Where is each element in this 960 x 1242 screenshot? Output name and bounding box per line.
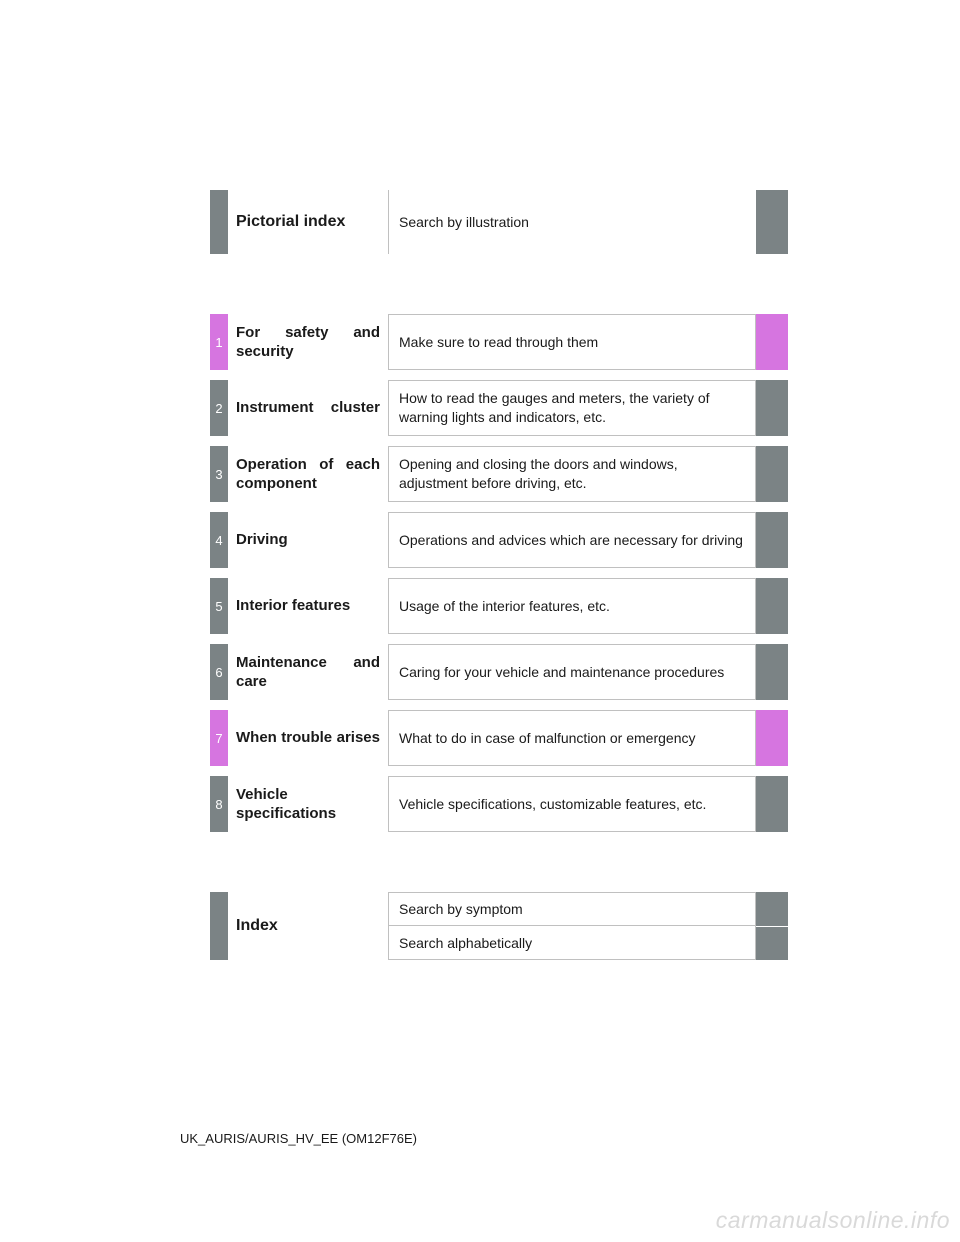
section-desc-cell: How to read the gauges and meters, the v…	[388, 380, 756, 436]
section-title-cell: Driving	[228, 512, 388, 568]
section-right-tab	[756, 710, 788, 766]
section-number-tab: 1	[210, 314, 228, 370]
section-title-cell: Interior features	[228, 578, 388, 634]
index-title-cell: Index	[228, 892, 388, 960]
section-desc: Operations and advices which are necessa…	[399, 531, 743, 550]
section-number-tab: 2	[210, 380, 228, 436]
page: Pictorial index Search by illustration 1…	[0, 0, 960, 1242]
section-title: Interior features	[236, 596, 380, 616]
section-title-cell: Operation of each component	[228, 446, 388, 502]
pictorial-right-tab	[756, 190, 788, 254]
section-row-8: 8Vehicle specifications Vehicle specifica…	[210, 776, 788, 832]
section-desc: Caring for your vehicle and maintenance …	[399, 663, 724, 682]
section-right-tab	[756, 644, 788, 700]
pictorial-desc: Search by illustration	[399, 214, 529, 230]
pictorial-left-tab	[210, 190, 228, 254]
index-right-tab-0	[756, 892, 788, 926]
watermark-text: carmanualsonline.info	[716, 1207, 950, 1234]
section-number-tab: 6	[210, 644, 228, 700]
index-desc-1: Search alphabetically	[388, 926, 756, 960]
section-number-tab: 8	[210, 776, 228, 832]
section-desc-cell: Usage of the interior features, etc.	[388, 578, 756, 634]
section-desc-cell: Operations and advices which are necessa…	[388, 512, 756, 568]
section-row-7: 7 When trouble arises What to do in case o…	[210, 710, 788, 766]
section-title: Maintenance and care	[236, 653, 380, 692]
section-title: Driving	[236, 530, 380, 550]
section-desc-cell: Make sure to read through them	[388, 314, 756, 370]
section-desc: What to do in case of malfunction or eme…	[399, 729, 695, 748]
section-right-tab	[756, 446, 788, 502]
section-desc: Vehicle specifications, customizable fea…	[399, 795, 706, 814]
section-title-cell: Maintenance and care	[228, 644, 388, 700]
pictorial-group: Pictorial index Search by illustration	[210, 190, 788, 254]
section-desc-cell: Vehicle specifications, customizable fea…	[388, 776, 756, 832]
section-title: Operation of each component	[236, 455, 380, 494]
section-number-tab: 5	[210, 578, 228, 634]
index-desc-1-text: Search alphabetically	[399, 935, 532, 951]
section-title: When trouble arises	[236, 728, 380, 748]
index-right-tabs	[756, 892, 788, 960]
section-right-tab	[756, 776, 788, 832]
section-row-3: 3Operation of each component Opening and …	[210, 446, 788, 502]
section-desc: Make sure to read through them	[399, 333, 598, 352]
section-right-tab	[756, 314, 788, 370]
pictorial-desc-cell: Search by illustration	[388, 190, 756, 254]
section-right-tab	[756, 512, 788, 568]
section-right-tab	[756, 578, 788, 634]
section-number-tab: 3	[210, 446, 228, 502]
section-row-5: 5 Interior features Usage of the interior …	[210, 578, 788, 634]
section-title-cell: Vehicle specifications	[228, 776, 388, 832]
section-desc: Usage of the interior features, etc.	[399, 597, 610, 616]
section-number-tab: 4	[210, 512, 228, 568]
index-desc-0: Search by symptom	[388, 892, 756, 926]
index-row: Index Search by symptom Search alphabeti…	[210, 892, 788, 960]
index-right-tab-1	[756, 927, 788, 961]
index-group: Index Search by symptom Search alphabeti…	[210, 892, 788, 960]
section-desc: Opening and closing the doors and window…	[399, 455, 745, 493]
footer-text: UK_AURIS/AURIS_HV_EE (OM12F76E)	[180, 1131, 417, 1146]
pictorial-title-cell: Pictorial index	[228, 190, 388, 254]
section-number-tab: 7	[210, 710, 228, 766]
index-title: Index	[236, 917, 278, 935]
pictorial-row: Pictorial index Search by illustration	[210, 190, 788, 254]
section-title: For safety and security	[236, 323, 380, 362]
section-title-cell: When trouble arises	[228, 710, 388, 766]
section-desc: How to read the gauges and meters, the v…	[399, 389, 745, 427]
index-left-tab	[210, 892, 228, 960]
section-row-6: 6Maintenance and care Caring for your veh…	[210, 644, 788, 700]
index-descs: Search by symptom Search alphabetically	[388, 892, 756, 960]
section-title-cell: For safety and security	[228, 314, 388, 370]
section-row-1: 1For safety and security Make sure to rea…	[210, 314, 788, 370]
section-desc-cell: Opening and closing the doors and window…	[388, 446, 756, 502]
section-desc-cell: What to do in case of malfunction or eme…	[388, 710, 756, 766]
section-row-2: 2 Instrument cluster How to read the gauge…	[210, 380, 788, 436]
section-row-4: 4 Driving Operations and advices which are…	[210, 512, 788, 568]
section-title: Vehicle specifications	[236, 785, 380, 824]
section-right-tab	[756, 380, 788, 436]
section-title-cell: Instrument cluster	[228, 380, 388, 436]
section-desc-cell: Caring for your vehicle and maintenance …	[388, 644, 756, 700]
content-area: Pictorial index Search by illustration 1…	[210, 190, 788, 1020]
index-desc-0-text: Search by symptom	[399, 901, 523, 917]
sections-group: 1For safety and security Make sure to rea…	[210, 314, 788, 832]
pictorial-title: Pictorial index	[236, 213, 345, 231]
section-title: Instrument cluster	[236, 398, 380, 418]
